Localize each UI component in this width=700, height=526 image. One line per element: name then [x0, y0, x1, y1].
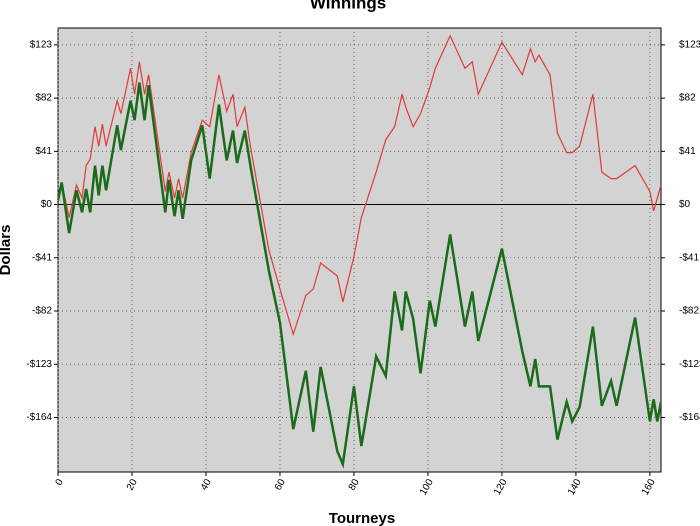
y2-tick-label: $41: [679, 146, 696, 157]
y2-tick-label: $0: [679, 199, 691, 210]
x-tick-label: 160: [640, 477, 658, 497]
x-tick-label: 60: [273, 477, 288, 493]
plot-area: [57, 27, 662, 473]
y2-tick-label: $82: [679, 93, 696, 104]
y2-tick-label: $123: [679, 40, 700, 51]
y2-tick-label: -$41: [679, 252, 699, 263]
x-tick-label: 120: [492, 477, 510, 497]
x-tick-label: 0: [54, 477, 67, 488]
y-tick-label: -$82: [32, 306, 52, 317]
y-tick-label: $123: [30, 40, 53, 51]
chart-title: Winnings: [310, 0, 386, 12]
x-tick-label: 20: [125, 477, 140, 493]
x-tick-label: 100: [418, 477, 436, 497]
series-line: [58, 82, 661, 469]
y-tick-label: $82: [35, 93, 52, 104]
x-tick-label: 140: [566, 477, 584, 497]
y-tick-label: -$164: [26, 412, 52, 423]
series-line: [58, 34, 661, 337]
x-tick-label: 80: [347, 477, 362, 493]
y-tick-label: $0: [41, 199, 53, 210]
y-tick-label: -$123: [26, 359, 52, 370]
y2-tick-label: -$123: [679, 359, 700, 370]
y-tick-label: $41: [35, 146, 52, 157]
y2-tick-label: -$164: [679, 412, 700, 423]
y2-tick-label: -$82: [679, 306, 699, 317]
x-tick-label: 40: [199, 477, 214, 493]
y-tick-label: -$41: [32, 252, 52, 263]
y-axis-label: Dollars: [0, 225, 14, 276]
x-axis-label: Tourneys: [329, 510, 395, 526]
